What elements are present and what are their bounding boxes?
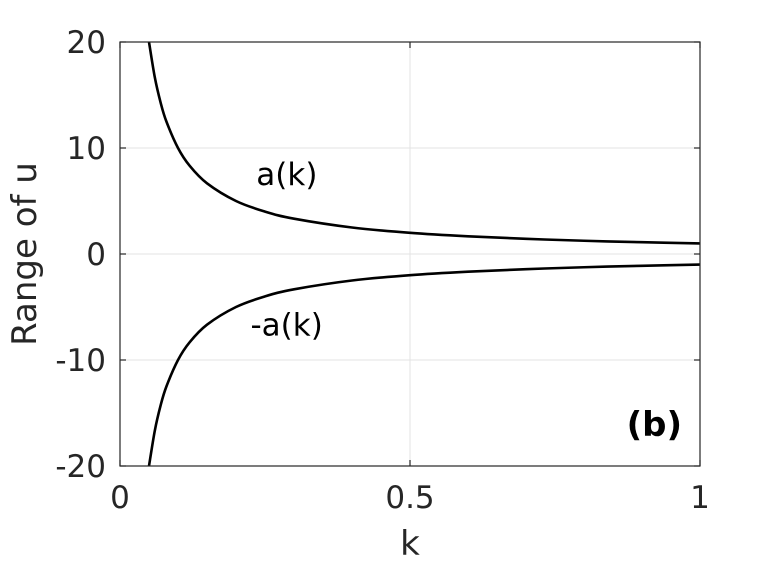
series-group bbox=[147, 41, 701, 467]
grid bbox=[119, 41, 701, 467]
series-line-a bbox=[147, 41, 701, 245]
ticks-group: 0 0.5 1 -20 -10 0 10 20 bbox=[55, 25, 710, 516]
x-tick-label: 0.5 bbox=[385, 480, 434, 516]
annotations-group: a(k) -a(k) bbox=[251, 157, 323, 344]
series-line-neg-a bbox=[147, 263, 701, 467]
y-axis-label: Range of u bbox=[5, 162, 45, 346]
x-tick-label: 0 bbox=[110, 480, 130, 516]
y-tick-label: 20 bbox=[67, 25, 106, 61]
y-tick-label: 10 bbox=[67, 131, 106, 167]
y-tick-label: -20 bbox=[55, 449, 106, 485]
annotation-label: -a(k) bbox=[251, 308, 323, 344]
y-tick-label: -10 bbox=[55, 343, 106, 379]
annotation-label: a(k) bbox=[256, 157, 317, 193]
x-axis-label: k bbox=[400, 524, 420, 564]
x-tick-label: 1 bbox=[690, 480, 710, 516]
panel-label: (b) bbox=[627, 405, 682, 445]
y-tick-label: 0 bbox=[86, 237, 106, 273]
